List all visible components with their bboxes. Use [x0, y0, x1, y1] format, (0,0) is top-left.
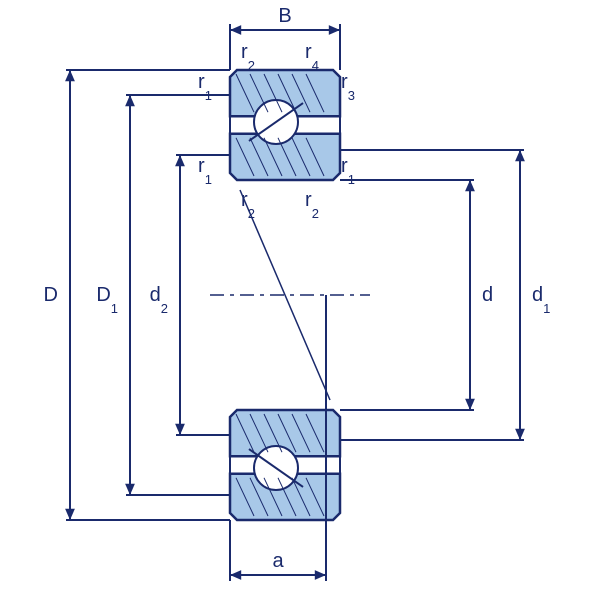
dim-label-D1: D1: [96, 284, 118, 316]
dim-label-r3: r3: [341, 71, 355, 103]
dim-label-d1: d1: [532, 284, 550, 316]
dim-label-a: a: [272, 550, 284, 572]
dim-label-d2: d2: [150, 284, 168, 316]
dim-label-D: D: [44, 284, 58, 306]
dim-label-r1: r1: [198, 155, 212, 187]
dim-label-r4: r4: [305, 41, 319, 73]
dim-label-r2: r2: [305, 189, 319, 221]
dim-label-r1: r1: [341, 155, 355, 187]
dim-label-r1: r1: [198, 71, 212, 103]
dim-label-r2: r2: [241, 189, 255, 221]
dim-label-r2: r2: [241, 41, 255, 73]
dim-label-d: d: [482, 284, 493, 306]
dim-label-B: B: [278, 5, 291, 27]
